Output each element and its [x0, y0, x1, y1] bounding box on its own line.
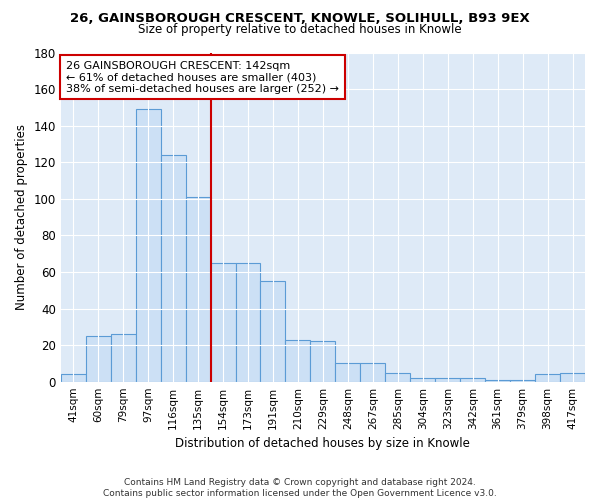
Bar: [310, 342, 335, 382]
Bar: [236, 263, 260, 382]
Bar: [335, 364, 361, 382]
Bar: [435, 378, 460, 382]
Bar: [136, 109, 161, 382]
Text: 26, GAINSBOROUGH CRESCENT, KNOWLE, SOLIHULL, B93 9EX: 26, GAINSBOROUGH CRESCENT, KNOWLE, SOLIH…: [70, 12, 530, 26]
Bar: [385, 372, 410, 382]
Y-axis label: Number of detached properties: Number of detached properties: [15, 124, 28, 310]
Bar: [161, 155, 185, 382]
Text: Contains HM Land Registry data © Crown copyright and database right 2024.
Contai: Contains HM Land Registry data © Crown c…: [103, 478, 497, 498]
Bar: [535, 374, 560, 382]
Text: 26 GAINSBOROUGH CRESCENT: 142sqm
← 61% of detached houses are smaller (403)
38% : 26 GAINSBOROUGH CRESCENT: 142sqm ← 61% o…: [66, 60, 339, 94]
Bar: [286, 340, 310, 382]
Bar: [111, 334, 136, 382]
Bar: [211, 263, 236, 382]
Bar: [485, 380, 510, 382]
Bar: [510, 380, 535, 382]
Bar: [260, 281, 286, 382]
X-axis label: Distribution of detached houses by size in Knowle: Distribution of detached houses by size …: [175, 437, 470, 450]
Bar: [460, 378, 485, 382]
Bar: [185, 197, 211, 382]
Bar: [61, 374, 86, 382]
Text: Size of property relative to detached houses in Knowle: Size of property relative to detached ho…: [138, 22, 462, 36]
Bar: [86, 336, 111, 382]
Bar: [560, 372, 585, 382]
Bar: [361, 364, 385, 382]
Bar: [410, 378, 435, 382]
